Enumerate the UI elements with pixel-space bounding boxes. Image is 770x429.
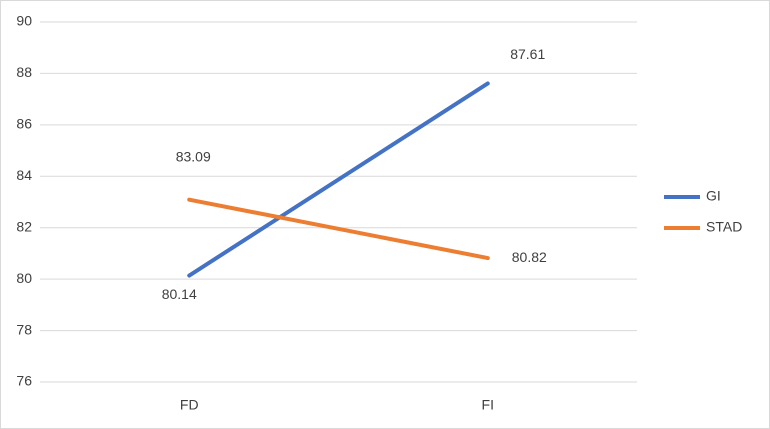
y-tick-label: 86 (16, 116, 32, 132)
y-tick-label: 90 (16, 13, 32, 29)
data-label: 83.09 (176, 148, 211, 164)
x-tick-label: FI (482, 397, 494, 413)
line-series (187, 81, 490, 278)
y-tick-label: 78 (16, 321, 32, 337)
x-tick-label: FD (180, 397, 199, 413)
y-tick-label: 88 (16, 64, 32, 80)
legend-label: GI (706, 188, 721, 204)
y-tick-label: 80 (16, 270, 32, 286)
y-tick-label: 84 (16, 167, 32, 183)
legend-label: STAD (706, 219, 742, 235)
data-label: 80.14 (162, 286, 197, 302)
data-label: 87.61 (510, 46, 545, 62)
line-series (187, 197, 490, 261)
data-label: 80.82 (512, 249, 547, 265)
y-tick-label: 76 (16, 373, 32, 389)
y-tick-label: 82 (16, 218, 32, 234)
